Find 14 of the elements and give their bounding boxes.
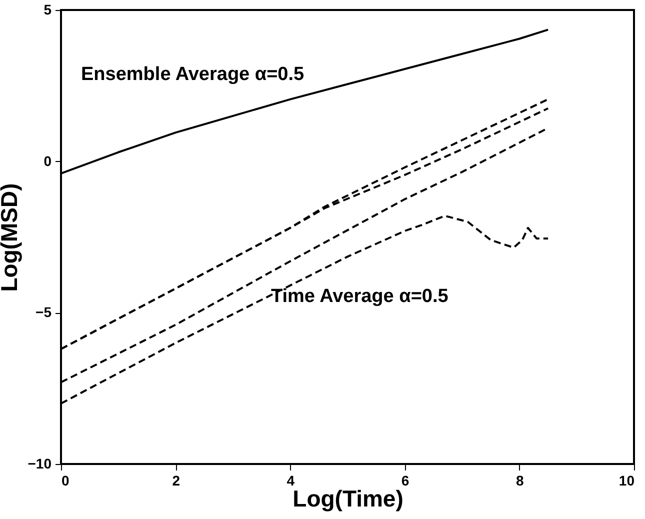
x-tick-label: 2 [172,472,180,488]
y-tick-label: −5 [36,304,52,320]
x-axis-title: Log(Time) [292,486,404,512]
y-tick-label: 0 [44,152,52,169]
x-tick-label: 6 [401,472,410,488]
annotation: Ensemble Average α=0.5 [81,64,305,85]
y-axis-title: Log(MSD) [0,183,22,292]
annotation: Time Average α=0.5 [271,286,449,307]
y-tick-label: 5 [44,2,52,18]
x-tick-label: 10 [618,472,635,488]
y-tick-label: −10 [28,456,52,472]
x-tick-label: 8 [516,472,524,488]
x-tick-label: 4 [286,472,295,488]
x-tick-label: 0 [62,472,70,488]
